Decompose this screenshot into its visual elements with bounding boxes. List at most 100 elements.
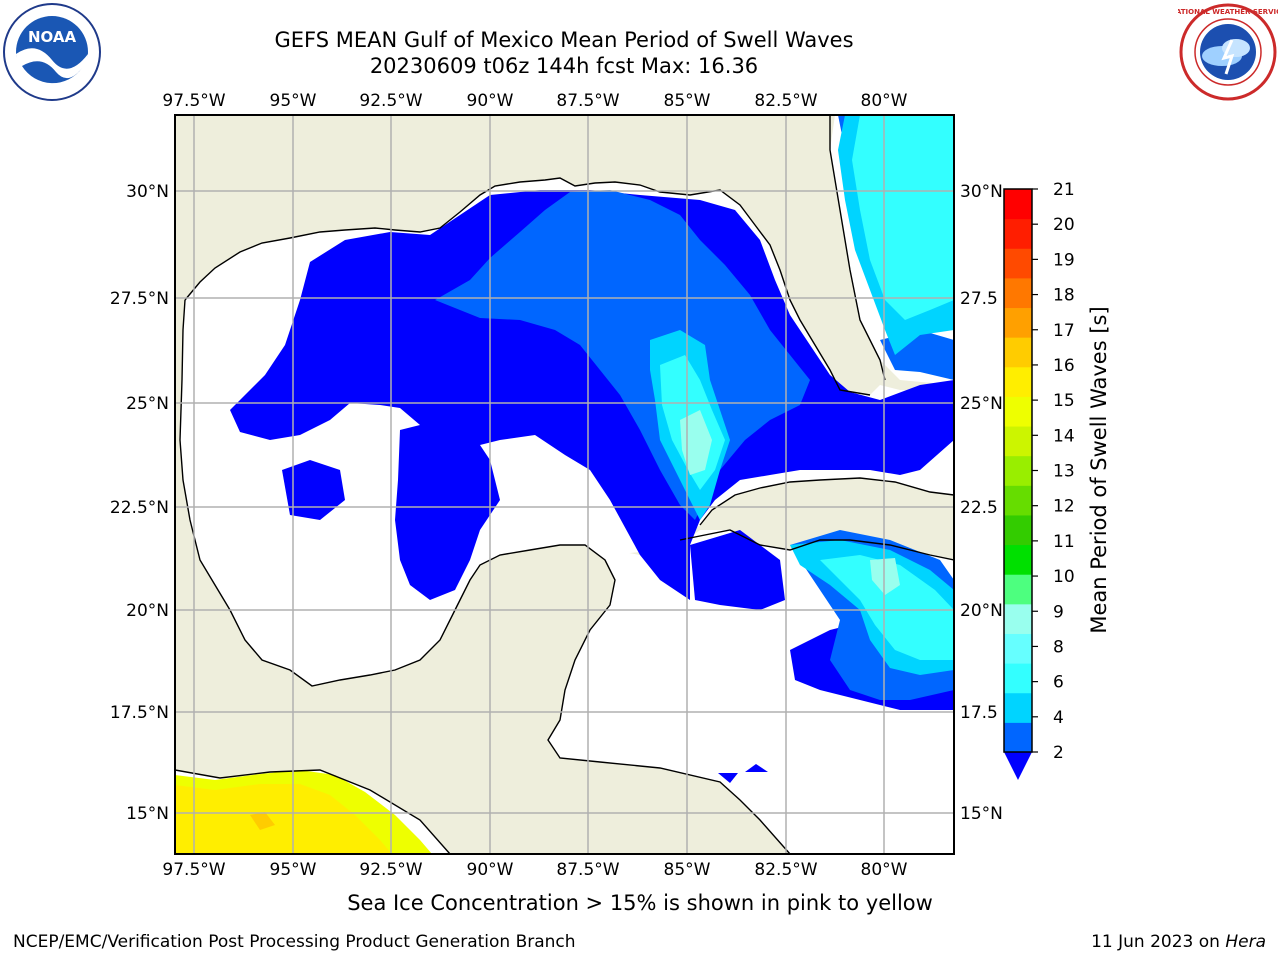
lat-labels-right: 30°N 27.5 25°N 22.5 20°N 17.5 15°N [960, 182, 1003, 824]
lon-label: 87.5°W [556, 860, 619, 880]
lat-label: 22.5°N [110, 498, 169, 518]
lat-label: 15°N [960, 804, 1003, 824]
footer-host: Hera [1225, 932, 1266, 952]
lon-label: 82.5°W [754, 860, 817, 880]
lon-label: 87.5°W [556, 91, 619, 111]
colorbar-swatch [1004, 366, 1032, 397]
colorbar-tick-label: 2 [1053, 743, 1064, 763]
swell-under-region [745, 764, 768, 772]
colorbar-swatch [1004, 307, 1032, 338]
colorbar-tick-label: 20 [1053, 215, 1075, 235]
colorbar-tick-label: 19 [1053, 250, 1075, 270]
colorbar-tick-label: 11 [1053, 532, 1075, 552]
gridlines [175, 115, 954, 854]
coastlines [175, 115, 954, 854]
lon-label: 97.5°W [162, 860, 225, 880]
lon-label: 85°W [664, 860, 711, 880]
colorbar-tick-label: 6 [1053, 673, 1064, 693]
nws-logo-text: NATIONAL WEATHER SERVICE [1178, 8, 1278, 16]
map-title: GEFS MEAN Gulf of Mexico Mean Period of … [274, 28, 854, 52]
colorbar-swatch [1004, 396, 1032, 427]
map-plot-area [175, 115, 954, 854]
colorbar-swatch [1004, 485, 1032, 516]
lon-label: 92.5°W [359, 91, 422, 111]
colorbar-ticks: 2 4 6 8 9 10 11 12 13 14 15 16 17 18 19 20 21 [1032, 180, 1075, 763]
colorbar-tick-label: 17 [1053, 321, 1075, 341]
lon-label: 97.5°W [162, 91, 225, 111]
colorbar-tick-label: 9 [1053, 602, 1064, 622]
lon-labels-bottom: 97.5°W 95°W 92.5°W 90°W 87.5°W 85°W 82.5… [162, 860, 907, 880]
colorbar-tick-label: 15 [1053, 391, 1075, 411]
colorbar-tick-label: 13 [1053, 462, 1075, 482]
colorbar-swatch [1004, 544, 1032, 575]
colorbar-swatch [1004, 248, 1032, 279]
lat-label: 25°N [960, 394, 1003, 414]
swell-8-9-region [870, 558, 900, 595]
lat-label: 30°N [126, 182, 169, 202]
swell-8-9-region [680, 410, 712, 475]
sea-ice-note: Sea Ice Concentration > 15% is shown in … [347, 891, 933, 915]
lon-label: 95°W [270, 860, 317, 880]
colorbar-label: Mean Period of Swell Waves [s] [1087, 306, 1111, 633]
lat-label: 17.5 [960, 703, 998, 723]
colorbar-swatch [1004, 514, 1032, 546]
colorbar-swatch [1004, 455, 1032, 486]
swell-under-region [230, 190, 954, 600]
colorbar-tick-label: 18 [1053, 286, 1075, 306]
colorbar-tick-label: 12 [1053, 497, 1075, 517]
lat-label: 27.5°N [110, 289, 169, 309]
lat-label: 17.5°N [110, 703, 169, 723]
colorbar-under-triangle [1004, 752, 1032, 780]
lat-label: 22.5 [960, 498, 998, 518]
lon-label: 92.5°W [359, 860, 422, 880]
lat-label: 20°N [126, 601, 169, 621]
swell-under-region [690, 530, 785, 610]
high-value-region [250, 812, 275, 830]
lon-label: 95°W [270, 91, 317, 111]
swell-under-region [718, 773, 738, 783]
colorbar-swatch [1004, 218, 1032, 249]
colorbar-swatch [1004, 692, 1032, 723]
lon-label: 90°W [467, 91, 514, 111]
colorbar-swatch [1004, 426, 1032, 457]
lat-label: 27.5 [960, 289, 998, 309]
lon-labels-top: 97.5°W 95°W 92.5°W 90°W 87.5°W 85°W 82.5… [162, 91, 907, 111]
colorbar-swatch [1004, 722, 1032, 753]
lon-label: 90°W [467, 860, 514, 880]
lon-label: 85°W [664, 91, 711, 111]
colorbar-swatch [1004, 663, 1032, 694]
high-value-region [175, 784, 392, 854]
lat-label: 30°N [960, 182, 1003, 202]
colorbar-swatch [1004, 277, 1032, 309]
noaa-logo-text: NOAA [28, 28, 77, 46]
colorbar-swatch [1004, 337, 1032, 368]
swell-under-region [282, 460, 345, 520]
colorbar-tick-label: 8 [1053, 637, 1064, 657]
colorbar-swatch [1004, 633, 1032, 664]
swell-6-8-region [852, 115, 954, 320]
colorbar-swatches [1004, 189, 1032, 753]
colorbar: 2 4 6 8 9 10 11 12 13 14 15 16 17 18 19 20 21 Mean Perio… [1003, 180, 1111, 780]
lat-label: 20°N [960, 601, 1003, 621]
colorbar-swatch [1004, 603, 1032, 634]
footer-date-text: 11 Jun 2023 on [1091, 932, 1226, 952]
colorbar-tick-label: 14 [1053, 426, 1075, 446]
map-frame [174, 114, 955, 855]
colorbar-tick-label: 10 [1053, 567, 1075, 587]
swell-6-8-region [820, 555, 954, 660]
footer-credit: NCEP/EMC/Verification Post Processing Pr… [13, 932, 576, 952]
colorbar-tick-label: 4 [1053, 708, 1064, 728]
lat-label: 25°N [126, 394, 169, 414]
lat-labels-left: 30°N 27.5°N 25°N 22.5°N 20°N 17.5°N 15°N [110, 182, 169, 824]
colorbar-swatch [1004, 574, 1032, 605]
colorbar-tick-label: 21 [1053, 180, 1075, 200]
lon-label: 82.5°W [754, 91, 817, 111]
lon-label: 80°W [861, 860, 908, 880]
map-subtitle: 20230609 t06z 144h fcst Max: 16.36 [369, 54, 759, 78]
nws-logo: NATIONAL WEATHER SERVICE [1178, 3, 1278, 101]
footer-date: 11 Jun 2023 on Hera [1091, 932, 1266, 952]
noaa-logo: NOAA [3, 3, 101, 101]
lat-label: 15°N [126, 804, 169, 824]
swell-under-region [395, 420, 500, 600]
